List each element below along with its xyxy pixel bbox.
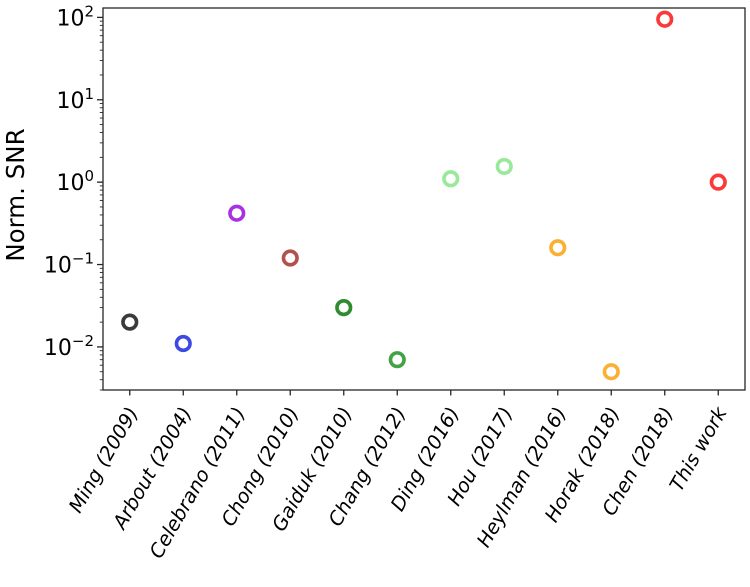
data-point-marker xyxy=(228,204,246,222)
y-axis-tick-label: 100 xyxy=(56,167,94,196)
data-point-marker xyxy=(121,313,139,331)
data-point-marker xyxy=(709,173,727,191)
data-point-marker xyxy=(495,157,513,176)
y-axis-title: Norm. SNR xyxy=(1,128,30,261)
data-point-marker xyxy=(174,334,192,353)
data-point-marker xyxy=(388,351,406,369)
data-point-marker xyxy=(549,239,567,257)
y-axis-tick-label: 10−2 xyxy=(44,332,94,361)
data-point-marker xyxy=(281,249,299,267)
y-axis-tick-label: 102 xyxy=(56,2,94,31)
x-axis-category-label: Celebrano (2011) xyxy=(145,403,250,562)
data-point-marker xyxy=(656,10,674,28)
data-point-marker xyxy=(335,299,353,317)
plot-frame xyxy=(102,7,746,391)
data-points-layer xyxy=(121,10,727,381)
y-axis-tick-label: 10−1 xyxy=(44,250,94,279)
data-point-marker xyxy=(602,363,620,381)
y-axis-tick-label: 101 xyxy=(56,85,94,114)
data-point-marker xyxy=(442,170,460,188)
